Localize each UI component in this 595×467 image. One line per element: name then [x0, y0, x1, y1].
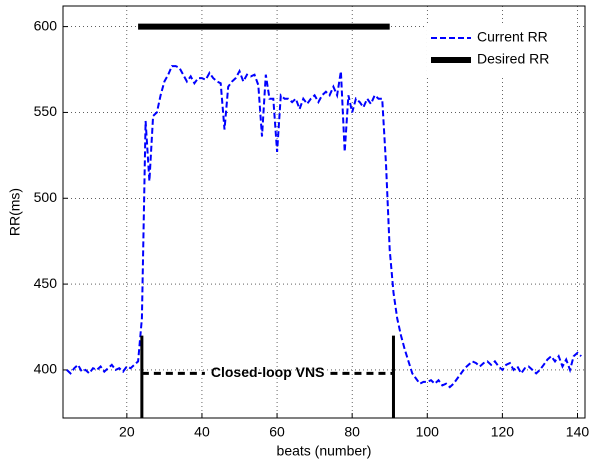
y-tick-label: 450	[34, 275, 58, 291]
x-tick-label: 100	[416, 424, 440, 440]
x-tick-label: 80	[344, 424, 360, 440]
legend-label: Current RR	[477, 29, 548, 45]
plot-frame	[62, 5, 586, 419]
x-tick-label: 40	[194, 424, 210, 440]
legend-box	[427, 26, 577, 78]
y-tick-label: 500	[34, 189, 58, 205]
y-tick-label: 600	[34, 17, 58, 33]
annotation-text: Closed-loop VNS	[211, 364, 325, 380]
x-tick-label: 140	[566, 424, 590, 440]
y-axis-label: RR(ms)	[7, 188, 23, 236]
x-tick-label: 120	[491, 424, 515, 440]
x-axis-label: beats (number)	[277, 443, 372, 459]
y-tick-label: 400	[34, 361, 58, 377]
series-line	[66, 65, 582, 389]
legend-label: Desired RR	[477, 51, 549, 67]
x-tick-label: 60	[269, 424, 285, 440]
x-tick-label: 20	[119, 424, 135, 440]
y-tick-label: 550	[34, 103, 58, 119]
